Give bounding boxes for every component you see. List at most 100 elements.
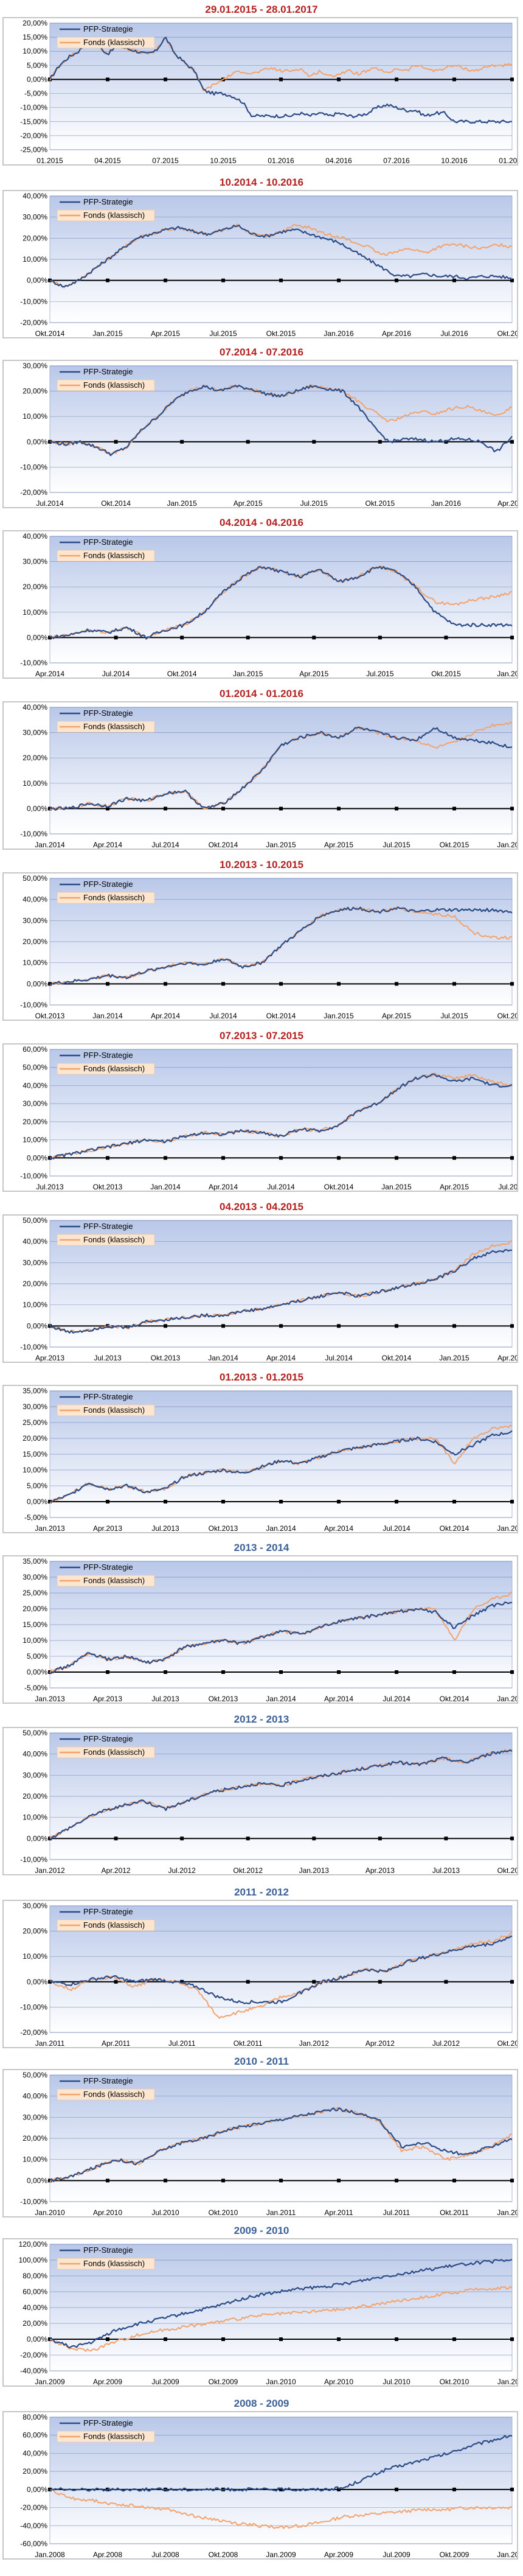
- legend-label: PFP-Strategie: [83, 1563, 133, 1572]
- y-tick-label: -10,00%: [20, 1172, 47, 1180]
- chart-title: 01.2013 - 01.2015: [219, 1371, 303, 1383]
- y-tick-label: -10,00%: [20, 103, 47, 112]
- series-line-fund: [49, 2286, 513, 2352]
- x-tick-label: Jul.2016: [440, 329, 468, 337]
- baseline-marker: [106, 1156, 109, 1160]
- baseline-marker: [452, 2179, 456, 2183]
- baseline-marker: [221, 278, 225, 282]
- legend-label: PFP-Strategie: [83, 1051, 133, 1060]
- x-tick-label: Jul.2009: [151, 2378, 179, 2385]
- y-tick-label: 30,00%: [23, 1402, 47, 1411]
- y-tick-label: 30,00%: [23, 1771, 47, 1779]
- legend: PFP-Strategie Fonds (klassisch): [57, 537, 155, 562]
- y-tick-label: 0,00%: [27, 75, 47, 83]
- y-tick-label: 30,00%: [23, 558, 47, 566]
- x-tick-label: Okt.2015: [497, 1012, 517, 1020]
- x-tick-label: Jan.2015: [266, 841, 296, 849]
- x-tick-label: Okt.2011: [234, 2039, 263, 2047]
- y-tick-label: 20,00%: [23, 1927, 47, 1936]
- y-tick-label: 0,00%: [27, 1668, 47, 1676]
- baseline-marker: [510, 77, 514, 82]
- y-tick-label: 20,00%: [23, 754, 47, 762]
- legend-label: PFP-Strategie: [83, 1222, 133, 1231]
- x-tick-label: Jul.2012: [168, 1866, 196, 1874]
- chart-frame: -5,00% 0,00% 5,00% 10,00% 15,00% 20,00% 25,00%…: [2, 1555, 523, 1704]
- baseline-marker: [106, 278, 109, 282]
- baseline-marker: [337, 278, 341, 282]
- x-tick-label: Okt.2013: [209, 1695, 238, 1703]
- chart-frame: -10,00% 0,00% 10,00% 20,00% 30,00% 40,00% 50,0…: [2, 2069, 523, 2217]
- chart-svg: -10,00% 0,00% 10,00% 20,00% 30,00% 40,00% Apr.…: [20, 532, 523, 678]
- baseline-marker: [395, 2487, 398, 2491]
- legend-item-box: [57, 37, 155, 49]
- y-tick-label: 40,00%: [23, 703, 47, 712]
- y-tick-label: 0,00%: [27, 438, 47, 446]
- legend-label: Fonds (klassisch): [83, 1576, 145, 1585]
- baseline-marker: [279, 1324, 283, 1328]
- series-line-strategy: [49, 1073, 513, 1160]
- baseline-marker: [48, 1836, 52, 1841]
- baseline-marker: [106, 1500, 109, 1503]
- baseline-marker: [337, 1324, 341, 1328]
- baseline-marker: [164, 2179, 167, 2183]
- x-tick-label: Jan.2014: [266, 1524, 296, 1532]
- y-tick-label: -20,00%: [20, 2351, 47, 2359]
- legend: PFP-Strategie Fonds (klassisch): [57, 709, 155, 733]
- y-tick-label: 10,00%: [23, 412, 47, 421]
- legend: PFP-Strategie Fonds (klassisch): [57, 2076, 155, 2101]
- baseline-marker: [180, 635, 184, 640]
- x-tick-label: Okt.2013: [151, 1354, 181, 1362]
- chart-frame: -5,00% 0,00% 5,00% 10,00% 15,00% 20,00% 25,00%…: [2, 1385, 523, 1533]
- series-line-strategy: [49, 225, 513, 288]
- y-tick-label: 30,00%: [23, 213, 47, 222]
- y-tick-label: -20,00%: [20, 131, 47, 140]
- y-tick-label: 10,00%: [23, 1466, 47, 1474]
- baseline-marker: [106, 982, 109, 986]
- legend-item-box: [57, 2088, 155, 2101]
- baseline-marker: [510, 2487, 514, 2491]
- x-tick-label: Jul.2010: [383, 2378, 410, 2385]
- baseline-marker: [510, 1156, 514, 1160]
- legend-label: Fonds (klassisch): [83, 1235, 145, 1244]
- legend-label: Fonds (klassisch): [83, 2259, 145, 2268]
- chart-frame: -10,00% 0,00% 10,00% 20,00% 30,00% 40,00% 50,0…: [2, 1727, 523, 1875]
- legend-label: Fonds (klassisch): [83, 380, 145, 390]
- baseline-marker: [106, 1670, 109, 1674]
- y-tick-label: 20,00%: [23, 1792, 47, 1801]
- y-tick-label: 30,00%: [23, 729, 47, 737]
- legend-label: PFP-Strategie: [83, 2418, 133, 2427]
- y-tick-label: -20,00%: [20, 318, 47, 327]
- baseline-marker: [510, 982, 514, 986]
- baseline-marker: [510, 2179, 514, 2183]
- x-tick-label: Jan.2008: [35, 2550, 65, 2558]
- chart-block: 2010 - 2011 -10,00% 0,00% 10,00% 20,00% 30,00…: [2, 2056, 523, 2217]
- legend-label: PFP-Strategie: [83, 2245, 133, 2255]
- y-tick-label: 20,00%: [23, 583, 47, 591]
- legend-item-box: [57, 550, 155, 562]
- baseline-marker: [164, 2337, 167, 2341]
- baseline-marker: [48, 2487, 52, 2491]
- legend-label: PFP-Strategie: [83, 537, 133, 547]
- x-tick-label: Jul.2013: [151, 1524, 179, 1532]
- x-tick-label: 10.2015: [210, 156, 237, 164]
- legend-item-box: [57, 209, 155, 222]
- x-tick-label: Jan.2011: [266, 2208, 296, 2216]
- x-tick-label: Jan.2015: [167, 499, 197, 507]
- baseline-marker: [337, 807, 341, 811]
- chart-block: 2011 - 2012 -20,00% -10,00% 0,00% 10,00% 20,0…: [2, 1886, 523, 2048]
- baseline-marker: [48, 807, 52, 811]
- y-tick-label: 10,00%: [23, 1636, 47, 1645]
- baseline-marker: [444, 1836, 448, 1841]
- series-line-strategy: [49, 2259, 513, 2348]
- legend-label: PFP-Strategie: [83, 1907, 133, 1916]
- y-tick-label: -5,00%: [24, 1513, 47, 1522]
- y-tick-label: 0,00%: [27, 1834, 47, 1843]
- y-tick-label: 40,00%: [23, 2303, 47, 2312]
- legend: PFP-Strategie Fonds (klassisch): [57, 24, 155, 49]
- baseline-marker: [452, 1500, 456, 1503]
- baseline-marker: [395, 278, 398, 282]
- x-tick-label: Okt.2010: [209, 2208, 238, 2216]
- x-tick-label: Apr.2015: [440, 1183, 469, 1191]
- y-tick-label: 15,00%: [23, 33, 47, 41]
- x-tick-label: 01.2016: [268, 156, 294, 164]
